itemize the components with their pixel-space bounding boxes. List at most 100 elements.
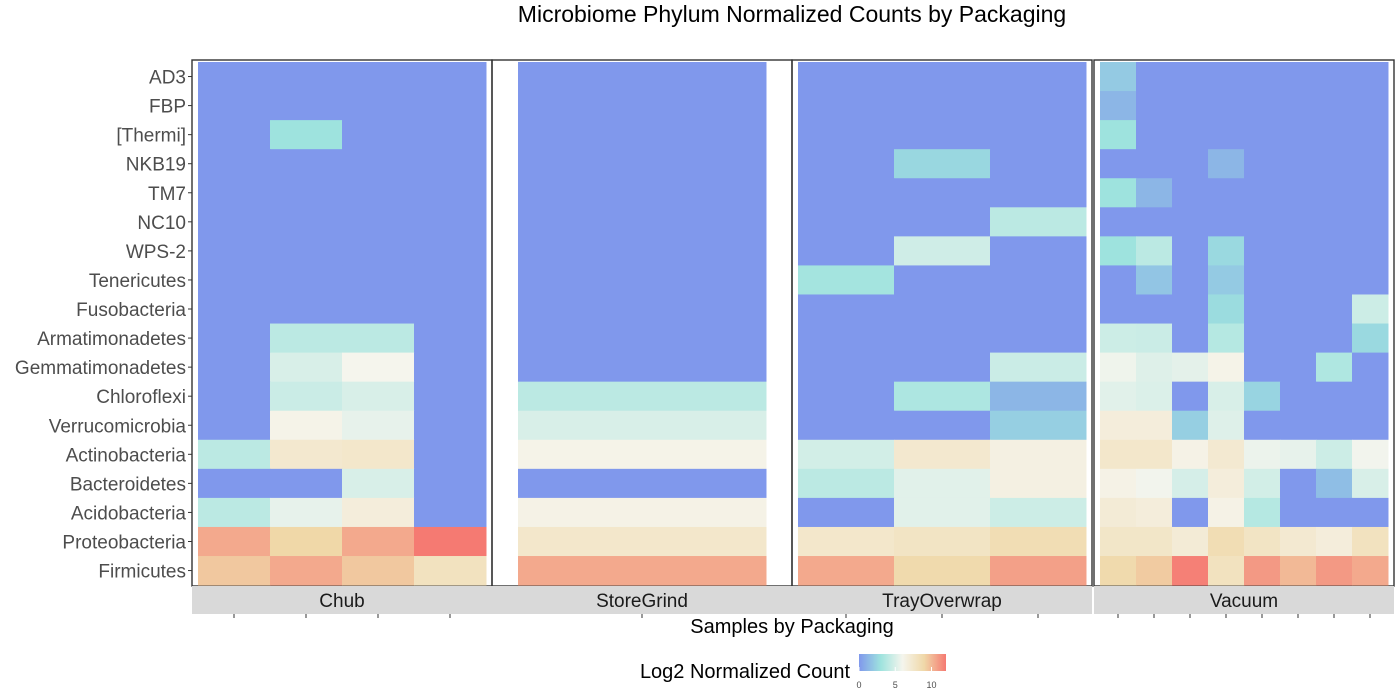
heatmap-cell bbox=[1280, 323, 1317, 354]
heatmap-cell bbox=[1208, 91, 1245, 121]
heatmap-cell bbox=[1136, 352, 1173, 383]
heatmap-cell bbox=[1172, 439, 1209, 470]
heatmap-cell bbox=[342, 178, 415, 208]
heatmap-cell bbox=[518, 62, 767, 92]
heatmap-cell bbox=[798, 207, 895, 237]
facet-strip bbox=[192, 586, 492, 614]
legend-tick-label: 5 bbox=[893, 680, 898, 690]
heatmap-cell bbox=[1208, 556, 1245, 586]
heatmap-cell bbox=[1100, 381, 1137, 412]
row-label: Gemmatimonadetes bbox=[15, 358, 186, 379]
heatmap-cell bbox=[1352, 294, 1389, 325]
heatmap-cell bbox=[270, 236, 343, 266]
heatmap-cell bbox=[414, 526, 487, 557]
heatmap-cell bbox=[894, 294, 991, 325]
heatmap-cell bbox=[1244, 207, 1281, 237]
heatmap-cell bbox=[1352, 91, 1389, 121]
heatmap-cell bbox=[1280, 149, 1317, 179]
heatmap-cell bbox=[1316, 265, 1353, 295]
heatmap-cell bbox=[1136, 439, 1173, 470]
heatmap-cell bbox=[342, 352, 415, 383]
heatmap-cell bbox=[198, 381, 271, 412]
heatmap-cell bbox=[894, 207, 991, 237]
heatmap-cell bbox=[1244, 120, 1281, 150]
heatmap-cell bbox=[1172, 468, 1209, 499]
heatmap-cell bbox=[1172, 207, 1209, 237]
heatmap-cell bbox=[198, 410, 271, 441]
heatmap-cell bbox=[342, 556, 415, 586]
heatmap-cell bbox=[1244, 526, 1281, 557]
row-label: [Thermi] bbox=[116, 126, 186, 147]
heatmap-cell bbox=[414, 381, 487, 412]
heatmap-cell bbox=[990, 556, 1087, 586]
heatmap-cell bbox=[1100, 526, 1137, 557]
heatmap-cell bbox=[1100, 62, 1137, 92]
heatmap-cell bbox=[1208, 439, 1245, 470]
heatmap-cell bbox=[798, 556, 895, 586]
heatmap-cell bbox=[1244, 149, 1281, 179]
heatmap-cell bbox=[894, 556, 991, 586]
heatmap-cell bbox=[1208, 178, 1245, 208]
row-label: NKB19 bbox=[126, 155, 186, 176]
heatmap-cell bbox=[1208, 497, 1245, 528]
heatmap-cell bbox=[342, 497, 415, 528]
heatmap-cell bbox=[518, 91, 767, 121]
heatmap-cell bbox=[518, 468, 767, 499]
heatmap-cell bbox=[1280, 265, 1317, 295]
heatmap-cell bbox=[1136, 381, 1173, 412]
heatmap-cell bbox=[894, 497, 991, 528]
heatmap-cell bbox=[1280, 468, 1317, 499]
heatmap-cell bbox=[990, 323, 1087, 354]
heatmap-cell bbox=[798, 381, 895, 412]
heatmap-cell bbox=[198, 265, 271, 295]
heatmap-cell bbox=[270, 265, 343, 295]
heatmap-cell bbox=[1316, 410, 1353, 441]
heatmap-cell bbox=[1352, 352, 1389, 383]
heatmap-cell bbox=[990, 352, 1087, 383]
heatmap-cell bbox=[518, 556, 767, 586]
heatmap-cell bbox=[1136, 526, 1173, 557]
facet-strip-label: Chub bbox=[319, 591, 364, 612]
heatmap-cell bbox=[1280, 236, 1317, 266]
heatmap-cell bbox=[1352, 178, 1389, 208]
heatmap-cell bbox=[1316, 497, 1353, 528]
heatmap-cell bbox=[1352, 149, 1389, 179]
heatmap-cell bbox=[414, 556, 487, 586]
heatmap-cell bbox=[894, 381, 991, 412]
heatmap-cell bbox=[1100, 236, 1137, 266]
heatmap-cell bbox=[1100, 207, 1137, 237]
heatmap-cell bbox=[990, 91, 1087, 121]
heatmap-cell bbox=[798, 149, 895, 179]
heatmap-cell bbox=[894, 91, 991, 121]
heatmap-cell bbox=[414, 149, 487, 179]
heatmap-cell bbox=[1208, 207, 1245, 237]
row-label: Firmicutes bbox=[98, 562, 186, 583]
heatmap-cell bbox=[198, 294, 271, 325]
heatmap-cell bbox=[798, 236, 895, 266]
heatmap-cell bbox=[342, 468, 415, 499]
heatmap-cell bbox=[1352, 323, 1389, 354]
heatmap-cell bbox=[1244, 410, 1281, 441]
heatmap-cell bbox=[1352, 62, 1389, 92]
heatmap-cell bbox=[198, 120, 271, 150]
facet-strip bbox=[492, 586, 792, 614]
heatmap-cell bbox=[414, 236, 487, 266]
heatmap-cell bbox=[518, 207, 767, 237]
row-labels: AD3 FBP [Thermi] NKB19 TM7 NC10 WPS-2 Tenericut… bbox=[15, 68, 192, 583]
heatmap-cell bbox=[1172, 265, 1209, 295]
heatmap-cell bbox=[1316, 178, 1353, 208]
facet-strip-label: TrayOverwrap bbox=[882, 591, 1002, 612]
heatmap-plot-area bbox=[191, 59, 1395, 587]
heatmap-cell bbox=[990, 207, 1087, 237]
heatmap-cell bbox=[990, 439, 1087, 470]
heatmap-cell bbox=[1136, 497, 1173, 528]
heatmap-cell bbox=[518, 439, 767, 470]
heatmap-cell bbox=[1316, 556, 1353, 586]
heatmap-cell bbox=[1352, 556, 1389, 586]
heatmap-cell bbox=[1100, 439, 1137, 470]
heatmap-cell bbox=[1280, 120, 1317, 150]
heatmap-cell bbox=[198, 178, 271, 208]
heatmap-cell bbox=[1208, 410, 1245, 441]
heatmap-cell bbox=[1100, 410, 1137, 441]
heatmap-cell bbox=[1280, 91, 1317, 121]
